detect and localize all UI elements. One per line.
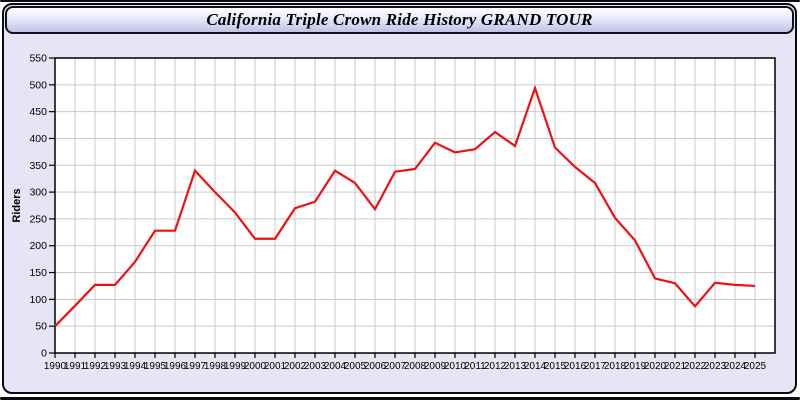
outer-frame-bottom [0,397,800,400]
outer-frame-top [0,0,800,2]
title-bar: California Triple Crown Ride History GRA… [5,6,794,34]
page-title: California Triple Crown Ride History GRA… [206,10,593,29]
chart-panel: California Triple Crown Ride History GRA… [2,3,797,394]
